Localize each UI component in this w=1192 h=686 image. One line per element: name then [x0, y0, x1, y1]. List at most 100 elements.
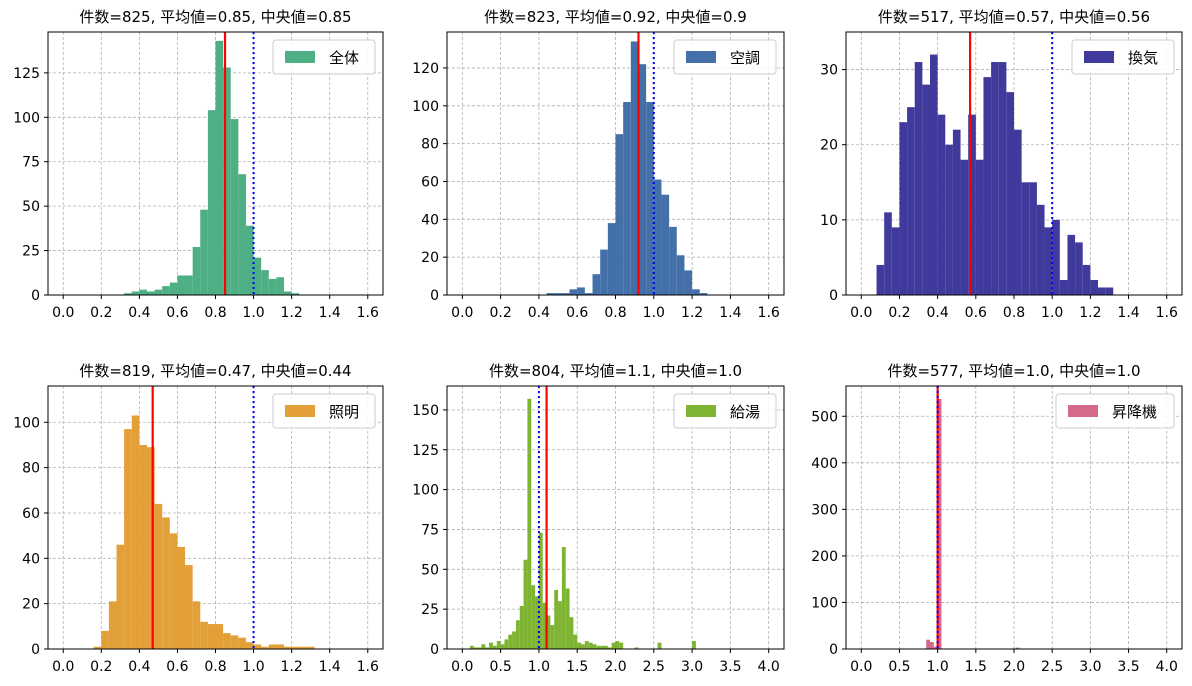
x-tick-label: 0.8: [204, 305, 226, 321]
x-tick-label: 0.8: [1003, 305, 1025, 321]
histogram-bar: [569, 289, 578, 295]
histogram-bar: [1052, 219, 1060, 295]
legend-box: [1055, 393, 1175, 429]
legend-swatch: [285, 51, 315, 63]
histogram-bar: [1029, 182, 1037, 295]
y-axis: 0 100 200 300 400 500: [811, 409, 846, 658]
histogram-bar: [504, 639, 509, 649]
y-tick-label: 75: [22, 155, 40, 171]
histogram-bar: [968, 114, 976, 296]
histogram-bars: [876, 54, 1114, 296]
x-tick-label: 3.5: [719, 659, 741, 675]
histogram-bar: [177, 275, 186, 295]
x-tick-label: 0.0: [850, 659, 872, 675]
y-axis: 0 25 50 75 100 125 150: [412, 403, 447, 658]
histogram-bar: [692, 289, 700, 295]
histogram-bar: [983, 77, 992, 295]
histogram-bar: [611, 642, 616, 649]
histogram-bar: [93, 646, 102, 649]
x-tick-label: 0.0: [850, 305, 872, 321]
histogram-bar: [245, 642, 254, 649]
histogram-bar: [891, 227, 900, 295]
x-tick-label: 1.6: [1156, 305, 1178, 321]
histogram-bar: [884, 212, 892, 295]
legend-box: [673, 39, 777, 75]
x-tick-label: 2.5: [643, 659, 665, 675]
y-tick-label: 0: [430, 288, 439, 304]
y-tick-label: 500: [811, 409, 838, 425]
y-tick-label: 60: [22, 506, 40, 522]
legend: 全体: [272, 39, 376, 75]
x-tick-label: 1.6: [357, 305, 379, 321]
y-tick-label: 80: [22, 461, 40, 477]
legend-label: 給湯: [730, 403, 760, 421]
x-tick-label: 0.0: [52, 305, 74, 321]
histogram-bar: [1015, 647, 1020, 649]
y-tick-label: 0: [31, 288, 40, 304]
histogram-bar: [615, 134, 624, 295]
histogram-bar: [975, 159, 984, 295]
histogram-bar: [630, 41, 639, 295]
histogram-bar: [945, 144, 953, 295]
x-tick-label: 3.0: [1079, 659, 1101, 675]
histogram-bar: [469, 645, 474, 649]
histogram-bar: [657, 642, 662, 649]
histogram-bar: [876, 264, 885, 295]
histogram-bar: [1006, 92, 1014, 295]
histogram-bar: [577, 287, 585, 295]
y-tick-label: 200: [811, 549, 838, 565]
histogram-bar: [926, 639, 930, 649]
histogram-bar: [108, 601, 117, 649]
histogram-bar: [253, 257, 262, 295]
legend-box: [673, 393, 777, 429]
x-tick-label: 1.2: [681, 305, 703, 321]
histogram-bar: [573, 634, 578, 649]
x-tick-label: 1.2: [281, 659, 303, 675]
histogram-bar: [952, 129, 961, 295]
histogram-bar: [646, 102, 654, 295]
histogram-bar: [554, 590, 559, 649]
histogram-bar: [268, 279, 277, 295]
y-tick-label: 100: [811, 595, 838, 611]
histogram-bar: [607, 647, 612, 649]
histogram-bar: [960, 159, 969, 295]
histogram-bar: [1082, 264, 1091, 295]
histogram-bar: [676, 255, 685, 295]
x-tick-label: 0.2: [90, 659, 112, 675]
histogram-bar: [185, 275, 193, 295]
histogram-bar: [546, 293, 555, 295]
histogram-bar: [638, 64, 647, 295]
histogram-bar: [215, 624, 224, 649]
histogram-bar: [538, 532, 543, 649]
histogram-bar: [291, 646, 300, 649]
y-tick-label: 300: [811, 502, 838, 518]
x-tick-label: 1.5: [965, 659, 987, 675]
plot-title: 件数=577, 平均値=1.0, 中央値=1.0: [887, 362, 1140, 380]
x-tick-label: 2.0: [1003, 659, 1025, 675]
x-tick-label: 0.4: [128, 659, 150, 675]
histogram-bar: [207, 624, 216, 649]
histogram-bar: [131, 291, 140, 295]
x-tick-label: 0.2: [489, 305, 511, 321]
x-axis: 0.0 0.2 0.4 0.6 0.8 1.0 1.2 1.4 1.6: [52, 649, 379, 675]
y-tick-label: 125: [412, 443, 439, 459]
histogram-bar: [192, 601, 201, 649]
x-tick-label: 4.0: [758, 659, 780, 675]
histogram-bar: [154, 289, 163, 295]
y-tick-label: 20: [421, 250, 439, 266]
histogram-bar: [584, 293, 593, 295]
x-tick-label: 0.4: [128, 305, 150, 321]
plot-title: 件数=825, 平均値=0.85, 中央値=0.85: [79, 8, 351, 26]
histogram-bar: [550, 625, 555, 649]
plot-title: 件数=804, 平均値=1.1, 中央値=1.0: [489, 362, 742, 380]
histogram-bar: [554, 293, 562, 295]
x-tick-label: 1.5: [566, 659, 588, 675]
histogram-bar: [200, 621, 208, 649]
y-tick-label: 100: [412, 99, 439, 115]
histogram-bar: [146, 291, 155, 295]
x-tick-label: 0.2: [90, 305, 112, 321]
legend: 照明: [272, 393, 376, 429]
histogram-bar: [653, 179, 662, 295]
y-axis: 0 10 20 30: [820, 63, 846, 304]
